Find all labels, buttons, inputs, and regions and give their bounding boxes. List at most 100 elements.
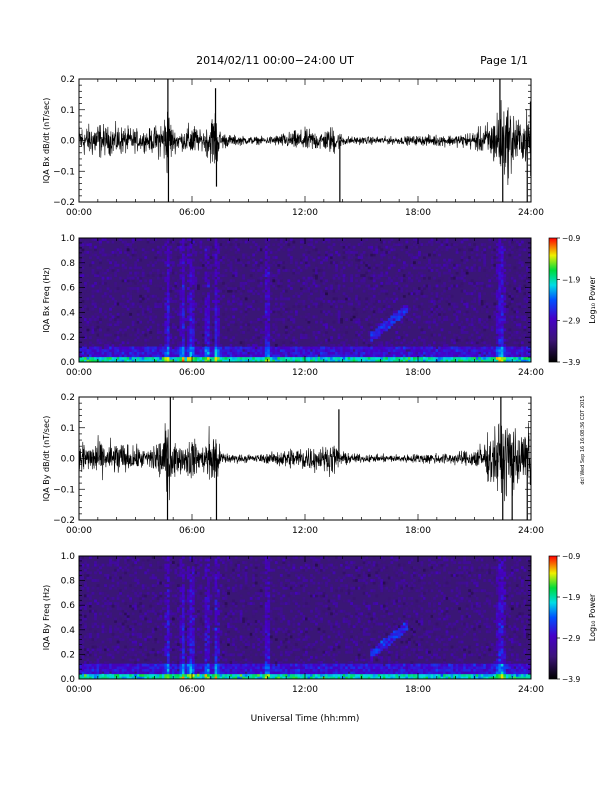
spectrogram-cell bbox=[418, 354, 421, 358]
spectrogram-cell bbox=[217, 245, 220, 249]
spectrogram-cell bbox=[500, 276, 504, 280]
spectrogram-cell bbox=[227, 356, 230, 360]
spectrogram-cell bbox=[292, 294, 296, 298]
spectrogram-cell bbox=[151, 274, 155, 278]
spectrogram-cell bbox=[433, 318, 436, 321]
spectrogram-cell bbox=[209, 333, 213, 337]
spectrogram-cell bbox=[212, 354, 215, 358]
spectrogram-cell bbox=[259, 341, 263, 345]
spectrogram-cell bbox=[475, 240, 479, 244]
spectrogram-cell bbox=[377, 325, 381, 329]
spectrogram-cell bbox=[415, 346, 419, 350]
spectrogram-cell bbox=[380, 271, 384, 275]
spectrogram-cell bbox=[84, 614, 87, 618]
spectrogram-cell bbox=[151, 356, 155, 360]
spectrogram-cell bbox=[232, 343, 235, 347]
spectrogram-cell bbox=[340, 274, 343, 278]
spectrogram-cell bbox=[161, 245, 165, 249]
spectrogram-cell bbox=[234, 307, 238, 311]
spectrogram-cell bbox=[433, 315, 436, 319]
spectrogram-cell bbox=[412, 261, 416, 265]
spectrogram-cell bbox=[252, 253, 256, 257]
spectrogram-cell bbox=[430, 346, 434, 350]
spectrogram-cell bbox=[126, 349, 130, 352]
spectrogram-cell bbox=[428, 356, 431, 360]
spectrogram-cell bbox=[134, 346, 138, 350]
spectrogram-cell bbox=[217, 346, 220, 350]
spectrogram-cell bbox=[169, 343, 173, 347]
spectrogram-cell bbox=[217, 331, 220, 334]
spectrogram-cell bbox=[423, 261, 426, 265]
spectrogram-cell bbox=[337, 238, 341, 241]
spectrogram-cell bbox=[277, 310, 281, 314]
spectrogram-cell bbox=[465, 238, 469, 241]
spectrogram-cell bbox=[282, 266, 286, 270]
spectrogram-cell bbox=[114, 354, 117, 358]
spectrogram-cell bbox=[232, 240, 235, 244]
spectrogram-cell bbox=[199, 243, 203, 247]
spectrogram-cell bbox=[503, 310, 507, 314]
spectrogram-cell bbox=[264, 287, 268, 290]
spectrogram-cell bbox=[106, 253, 110, 257]
spectrogram-cell bbox=[367, 359, 371, 363]
spectrogram-cell bbox=[227, 354, 230, 358]
spectrogram-cell bbox=[212, 356, 215, 360]
spectrogram-cell bbox=[79, 655, 82, 659]
spectrogram-cell bbox=[89, 609, 92, 613]
spectrogram-cell bbox=[415, 305, 419, 309]
spectrogram-cell bbox=[465, 351, 469, 355]
spectrogram-cell bbox=[86, 635, 90, 639]
spectrogram-cell bbox=[194, 349, 198, 352]
spectrogram-cell bbox=[518, 325, 522, 329]
spectrogram-cell bbox=[159, 354, 163, 358]
spectrogram-cell bbox=[214, 346, 218, 350]
spectrogram-cell bbox=[257, 245, 261, 249]
spectrogram-cell bbox=[392, 276, 396, 280]
spectrogram-cell bbox=[189, 289, 193, 293]
spectrogram-cell bbox=[194, 328, 198, 332]
spectrogram-cell bbox=[493, 250, 497, 254]
spectrogram-cell bbox=[229, 338, 233, 342]
spectrogram-cell bbox=[274, 238, 278, 241]
spectrogram-cell bbox=[192, 305, 195, 309]
spectrogram-cell bbox=[156, 349, 160, 352]
spectrogram-cell bbox=[202, 292, 205, 296]
spectrogram-cell bbox=[194, 279, 198, 283]
spectrogram-cell bbox=[104, 238, 107, 241]
spectrogram-cell bbox=[259, 359, 263, 363]
spectrogram-cell bbox=[380, 310, 384, 314]
spectrogram-cell bbox=[81, 320, 85, 324]
spectrogram-cell bbox=[129, 297, 133, 301]
spectrogram-cell bbox=[217, 250, 220, 254]
spectrogram-cell bbox=[430, 338, 434, 342]
spectrogram-cell bbox=[179, 328, 183, 332]
spectrogram-cell bbox=[141, 307, 145, 311]
spectrogram-cell bbox=[171, 300, 175, 303]
spectrogram-cell bbox=[508, 338, 512, 342]
spectrogram-cell bbox=[302, 258, 306, 262]
spectrogram-cell bbox=[119, 289, 122, 293]
spectrogram-cell bbox=[307, 336, 311, 340]
spectrogram-cell bbox=[392, 307, 396, 311]
spectrogram-cell bbox=[287, 356, 291, 360]
spectrogram-cell bbox=[433, 258, 436, 262]
spectrogram-cell bbox=[242, 351, 246, 355]
spectrogram-cell bbox=[495, 253, 499, 257]
spectrogram-cell bbox=[528, 356, 532, 360]
spectrogram-cell bbox=[443, 271, 446, 275]
spectrogram-cell bbox=[274, 256, 278, 259]
spectrogram-cell bbox=[257, 279, 261, 283]
spectrogram-cell bbox=[269, 356, 273, 360]
spectrogram-cell bbox=[510, 307, 514, 311]
spectrogram-cell bbox=[179, 305, 183, 309]
spectrogram-cell bbox=[463, 300, 467, 303]
spectrogram-cell bbox=[121, 341, 125, 345]
spectrogram-cell bbox=[508, 269, 512, 272]
spectrogram-cell bbox=[500, 359, 504, 363]
spectrogram-cell bbox=[485, 305, 489, 309]
spectrogram-cell bbox=[428, 243, 431, 247]
spectrogram-cell bbox=[407, 341, 411, 345]
spectrogram-cell bbox=[186, 331, 190, 334]
spectrogram-cell bbox=[347, 351, 351, 355]
spectrogram-cell bbox=[513, 307, 517, 311]
